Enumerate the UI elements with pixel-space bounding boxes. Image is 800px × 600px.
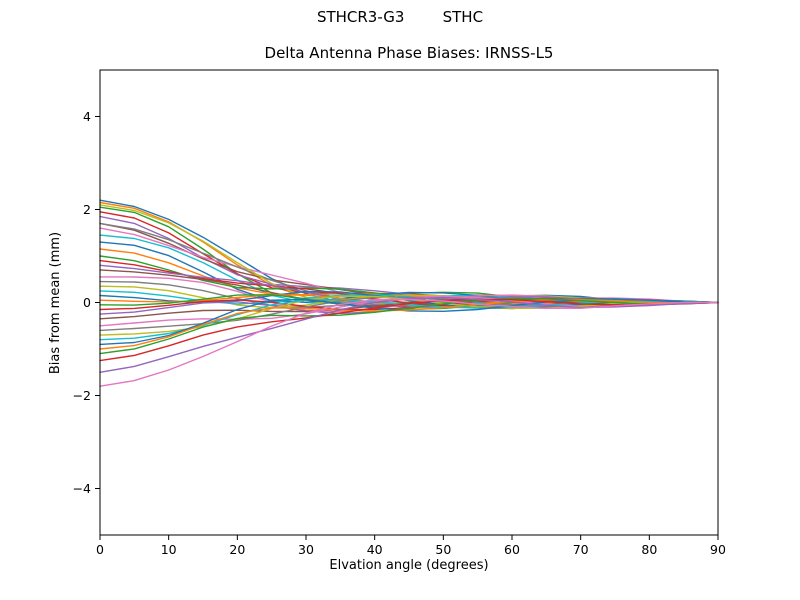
x-tick-label: 80 xyxy=(641,542,657,557)
x-tick-label: 10 xyxy=(161,542,177,557)
x-tick-label: 90 xyxy=(710,542,726,557)
y-tick-label: 2 xyxy=(83,202,91,217)
x-tick-label: 0 xyxy=(96,542,104,557)
series-line xyxy=(99,298,719,387)
x-axis-label: Elvation angle (degrees) xyxy=(329,558,489,573)
y-tick-label: −4 xyxy=(73,481,91,496)
x-tick-label: 40 xyxy=(367,542,383,557)
series-line xyxy=(99,206,719,306)
chart-title: Delta Antenna Phase Biases: IRNSS-L5 xyxy=(264,44,554,62)
y-tick-label: 0 xyxy=(83,295,91,310)
series-line xyxy=(99,298,719,346)
y-tick-label: 4 xyxy=(83,109,91,124)
x-tick-label: 30 xyxy=(298,542,314,557)
x-tick-label: 60 xyxy=(504,542,520,557)
x-tick-label: 50 xyxy=(435,542,451,557)
x-tick-label: 20 xyxy=(229,542,245,557)
series-line xyxy=(99,297,719,355)
y-tick-label: −2 xyxy=(73,388,91,403)
series-line xyxy=(99,298,719,362)
y-axis-label: Bias from mean (mm) xyxy=(48,231,63,375)
figure-suptitle: STHCR3-G3 STHC xyxy=(316,8,484,26)
series-line xyxy=(99,299,719,350)
x-tick-label: 70 xyxy=(573,542,589,557)
